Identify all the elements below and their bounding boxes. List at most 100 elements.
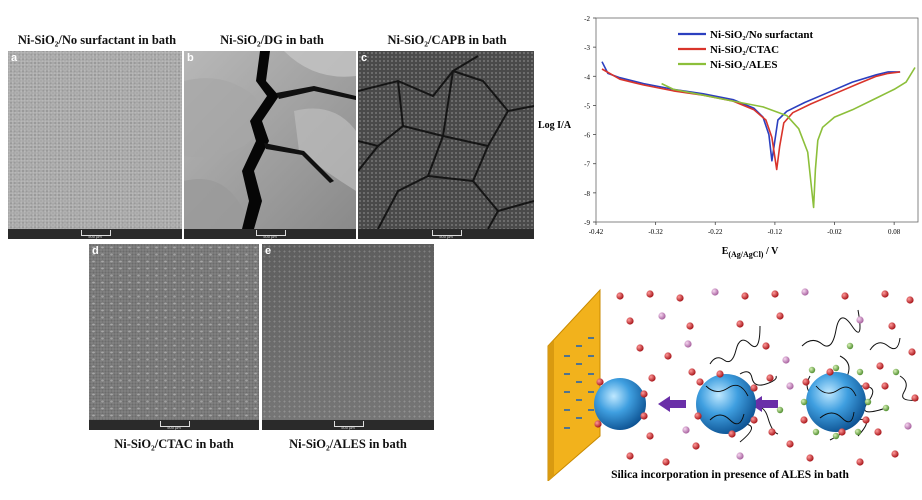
ion bbox=[864, 398, 872, 406]
sem-panel-d: d 500 µm bbox=[89, 244, 259, 430]
ion bbox=[640, 412, 648, 420]
x-tick-label: -0.42 bbox=[589, 228, 604, 236]
legend-label: Ni-SiO₂/ALES bbox=[710, 59, 777, 71]
caption-e: Ni-SiO₂/ALES in bath bbox=[289, 437, 407, 451]
ion bbox=[771, 290, 779, 298]
ion bbox=[646, 432, 654, 440]
panel-letter: d bbox=[92, 245, 99, 257]
crack-network-c bbox=[358, 55, 534, 229]
y-tick-label: -3 bbox=[584, 44, 590, 52]
ion bbox=[832, 432, 840, 440]
x-tick-label: 0.08 bbox=[888, 228, 901, 236]
polarization-chart: -2-3-4-5-6-7-8-9 -0.42 -0.32 -0.22 -0.12 -0.… bbox=[538, 15, 919, 259]
ion bbox=[741, 292, 749, 300]
ion bbox=[906, 296, 914, 304]
scale-bar: 500 µm bbox=[8, 229, 182, 239]
panel-letter: c bbox=[361, 52, 368, 64]
series-line bbox=[661, 67, 916, 209]
ion bbox=[856, 368, 864, 376]
x-axis-label: E(Ag/AgCl) / V bbox=[722, 246, 779, 259]
ion bbox=[692, 442, 700, 450]
y-tick-label: -5 bbox=[584, 102, 590, 110]
ion bbox=[862, 382, 870, 390]
ion bbox=[768, 428, 776, 436]
y-axis-label: Log I/A bbox=[538, 120, 572, 131]
ion bbox=[646, 290, 654, 298]
plate-charges bbox=[564, 337, 594, 429]
ion bbox=[856, 316, 864, 324]
ion bbox=[854, 428, 862, 436]
cathode-plate bbox=[547, 288, 601, 481]
y-tick-label: -7 bbox=[584, 161, 590, 169]
sem-panel-e: e 500 µm bbox=[262, 244, 434, 430]
caption-b: Ni-SiO₂/DG in bath bbox=[220, 33, 324, 47]
ion bbox=[658, 312, 666, 320]
ion bbox=[808, 366, 816, 374]
ion bbox=[736, 452, 744, 460]
scale-bar: 500 µm bbox=[358, 229, 534, 239]
scale-label: 500 µm bbox=[263, 234, 277, 239]
panel-letter: a bbox=[11, 52, 18, 64]
y-tick-label: -9 bbox=[584, 219, 590, 227]
ion bbox=[832, 364, 840, 372]
ion bbox=[911, 394, 919, 402]
y-tick-label: -8 bbox=[584, 190, 590, 198]
ion bbox=[594, 420, 602, 428]
ion bbox=[762, 342, 770, 350]
ion bbox=[874, 428, 882, 436]
ion bbox=[856, 458, 864, 466]
ion bbox=[802, 378, 810, 386]
scale-label: 500 µm bbox=[439, 234, 453, 239]
silica-particle bbox=[696, 374, 756, 434]
silica-particle bbox=[594, 378, 646, 430]
scale-bar: 500 µm bbox=[262, 420, 434, 430]
ion bbox=[776, 312, 784, 320]
ion bbox=[696, 378, 704, 386]
ion bbox=[846, 342, 854, 350]
series-line bbox=[601, 61, 901, 162]
y-tick-label: -2 bbox=[584, 15, 590, 23]
ion bbox=[881, 382, 889, 390]
scale-bar: 500 µm bbox=[184, 229, 356, 239]
ion bbox=[750, 416, 758, 424]
legend-label: Ni-SiO₂/No surfactant bbox=[710, 29, 814, 41]
ion bbox=[736, 320, 744, 328]
ion bbox=[694, 412, 702, 420]
ion bbox=[888, 322, 896, 330]
scale-bar: 500 µm bbox=[89, 420, 259, 430]
ion bbox=[841, 292, 849, 300]
y-axis: -2 -3 -4 -5 -6 -7 -8 -9 bbox=[584, 15, 596, 227]
ion bbox=[882, 404, 890, 412]
ion bbox=[664, 352, 672, 360]
ion bbox=[826, 368, 834, 376]
ion bbox=[800, 398, 808, 406]
silica-incorporation-schematic: Silica incorporation in presence of ALES… bbox=[547, 288, 919, 481]
silica-particle bbox=[806, 372, 866, 432]
ion bbox=[648, 374, 656, 382]
ion bbox=[806, 454, 814, 462]
caption-a: Ni-SiO₂/No surfactant in bath bbox=[17, 33, 177, 47]
series-group bbox=[601, 61, 916, 209]
ion bbox=[716, 370, 724, 378]
caption-d: Ni-SiO₂/CTAC in bath bbox=[114, 437, 234, 451]
ion bbox=[881, 290, 889, 298]
ion bbox=[766, 374, 774, 382]
ion bbox=[908, 348, 916, 356]
ion bbox=[626, 452, 634, 460]
ion bbox=[862, 416, 870, 424]
ion bbox=[891, 450, 899, 458]
ion bbox=[800, 416, 808, 424]
ion bbox=[786, 440, 794, 448]
ion bbox=[776, 406, 784, 414]
plot-area bbox=[595, 17, 919, 223]
x-tick-label: -0.12 bbox=[768, 228, 783, 236]
schematic-caption: Silica incorporation in presence of ALES… bbox=[611, 469, 849, 481]
scale-label: 500 µm bbox=[341, 425, 355, 430]
cracked-surface-b bbox=[184, 51, 356, 229]
ion bbox=[662, 458, 670, 466]
ion bbox=[876, 362, 884, 370]
y-tick-label: -4 bbox=[584, 73, 590, 81]
ion bbox=[782, 356, 790, 364]
x-tick-label: -0.22 bbox=[708, 228, 723, 236]
x-tick-label: -0.02 bbox=[827, 228, 842, 236]
